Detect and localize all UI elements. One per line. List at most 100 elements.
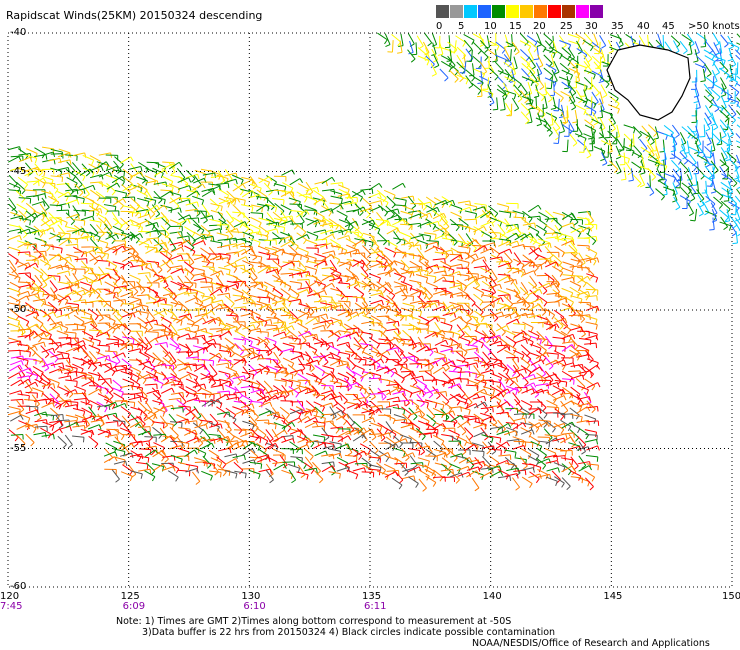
wind-barb <box>8 340 21 344</box>
wind-barb <box>218 344 231 350</box>
wind-barb <box>377 352 389 360</box>
wind-barb <box>521 350 532 360</box>
wind-barb <box>46 246 51 252</box>
wind-barb <box>468 247 471 254</box>
wind-barb <box>522 254 533 263</box>
wind-barb <box>310 193 313 199</box>
wind-barb <box>384 268 396 276</box>
wind-barb <box>400 338 413 341</box>
wind-barb <box>193 223 205 231</box>
wind-barb <box>323 325 326 331</box>
wind-barb <box>52 306 55 313</box>
wind-barb <box>471 302 476 307</box>
wind-barb <box>464 399 468 405</box>
wind-barb <box>348 235 351 241</box>
wind-barb <box>83 374 87 380</box>
wind-barb <box>281 384 290 395</box>
wind-barb <box>89 231 101 238</box>
wind-barb <box>567 303 576 314</box>
wind-barb <box>335 287 346 297</box>
wind-barb <box>455 226 460 232</box>
wind-barb <box>7 411 20 416</box>
wind-barb <box>236 326 239 332</box>
wind-barb <box>26 180 39 183</box>
wind-barb <box>370 392 383 395</box>
wind-barb <box>147 201 150 207</box>
wind-barb <box>64 309 76 317</box>
wind-barb <box>274 183 286 188</box>
wind-barb <box>256 330 269 333</box>
wind-barb <box>372 219 376 225</box>
wind-barb <box>31 201 44 206</box>
wind-barb <box>331 274 336 280</box>
wind-barb <box>530 341 534 347</box>
wind-barb <box>230 353 235 358</box>
wind-barb <box>176 309 189 312</box>
wind-barb <box>596 362 599 368</box>
wind-barb <box>586 210 595 222</box>
wind-barb <box>417 221 429 228</box>
wind-barb <box>266 365 278 371</box>
wind-barb <box>585 321 598 326</box>
wind-barb <box>234 256 247 263</box>
wind-barb <box>170 268 182 275</box>
wind-barb <box>195 408 199 414</box>
wind-barb <box>437 221 440 227</box>
wind-barb <box>432 212 444 220</box>
wind-barb <box>568 314 581 317</box>
wind-barb <box>160 190 171 199</box>
wind-barb <box>401 406 412 415</box>
wind-barb <box>329 229 342 234</box>
wind-barb <box>171 247 176 252</box>
wind-barb <box>79 345 89 356</box>
wind-barb <box>33 250 46 253</box>
wind-barb <box>416 345 428 353</box>
wind-barb <box>161 381 174 386</box>
wind-barb <box>536 294 548 303</box>
wind-barb <box>345 267 356 277</box>
wind-barb <box>298 330 310 337</box>
wind-barb <box>512 301 525 305</box>
wind-barb <box>348 264 351 270</box>
wind-barb <box>403 409 406 415</box>
wind-barb <box>178 300 188 310</box>
wind-barb <box>448 393 460 400</box>
wind-barb <box>146 204 158 213</box>
wind-barb <box>177 259 190 262</box>
wind-barb <box>327 330 339 338</box>
wind-barb <box>92 320 95 326</box>
wind-barb <box>246 289 251 294</box>
wind-barb <box>347 317 353 322</box>
wind-barb <box>57 152 70 158</box>
wind-barb <box>189 262 195 266</box>
wind-barb <box>370 322 383 324</box>
wind-barb <box>176 291 188 297</box>
wind-barb <box>448 330 461 336</box>
wind-barb <box>145 274 153 286</box>
wind-barb <box>284 321 287 327</box>
wind-barb <box>418 315 430 322</box>
wind-barb <box>178 386 190 394</box>
wind-barb <box>364 403 368 409</box>
wind-barb <box>101 380 106 386</box>
wind-barb <box>266 369 270 375</box>
wind-barb <box>229 238 231 245</box>
wind-barb <box>480 274 493 281</box>
wind-barb <box>433 366 444 375</box>
wind-barb <box>570 292 574 298</box>
wind-barb <box>207 254 211 260</box>
wind-barb <box>151 358 156 363</box>
wind-barb <box>125 285 128 291</box>
wind-barb <box>252 352 256 358</box>
wind-barb <box>140 289 146 295</box>
wind-barb <box>247 194 260 199</box>
wind-barb <box>97 237 101 242</box>
wind-barb <box>154 162 166 168</box>
wind-barb <box>130 392 143 396</box>
wind-barb <box>393 343 404 353</box>
wind-barb <box>320 316 331 325</box>
wind-barb <box>353 358 367 361</box>
wind-barb <box>170 406 183 410</box>
wind-barb <box>129 366 141 373</box>
wind-barb <box>489 246 500 255</box>
